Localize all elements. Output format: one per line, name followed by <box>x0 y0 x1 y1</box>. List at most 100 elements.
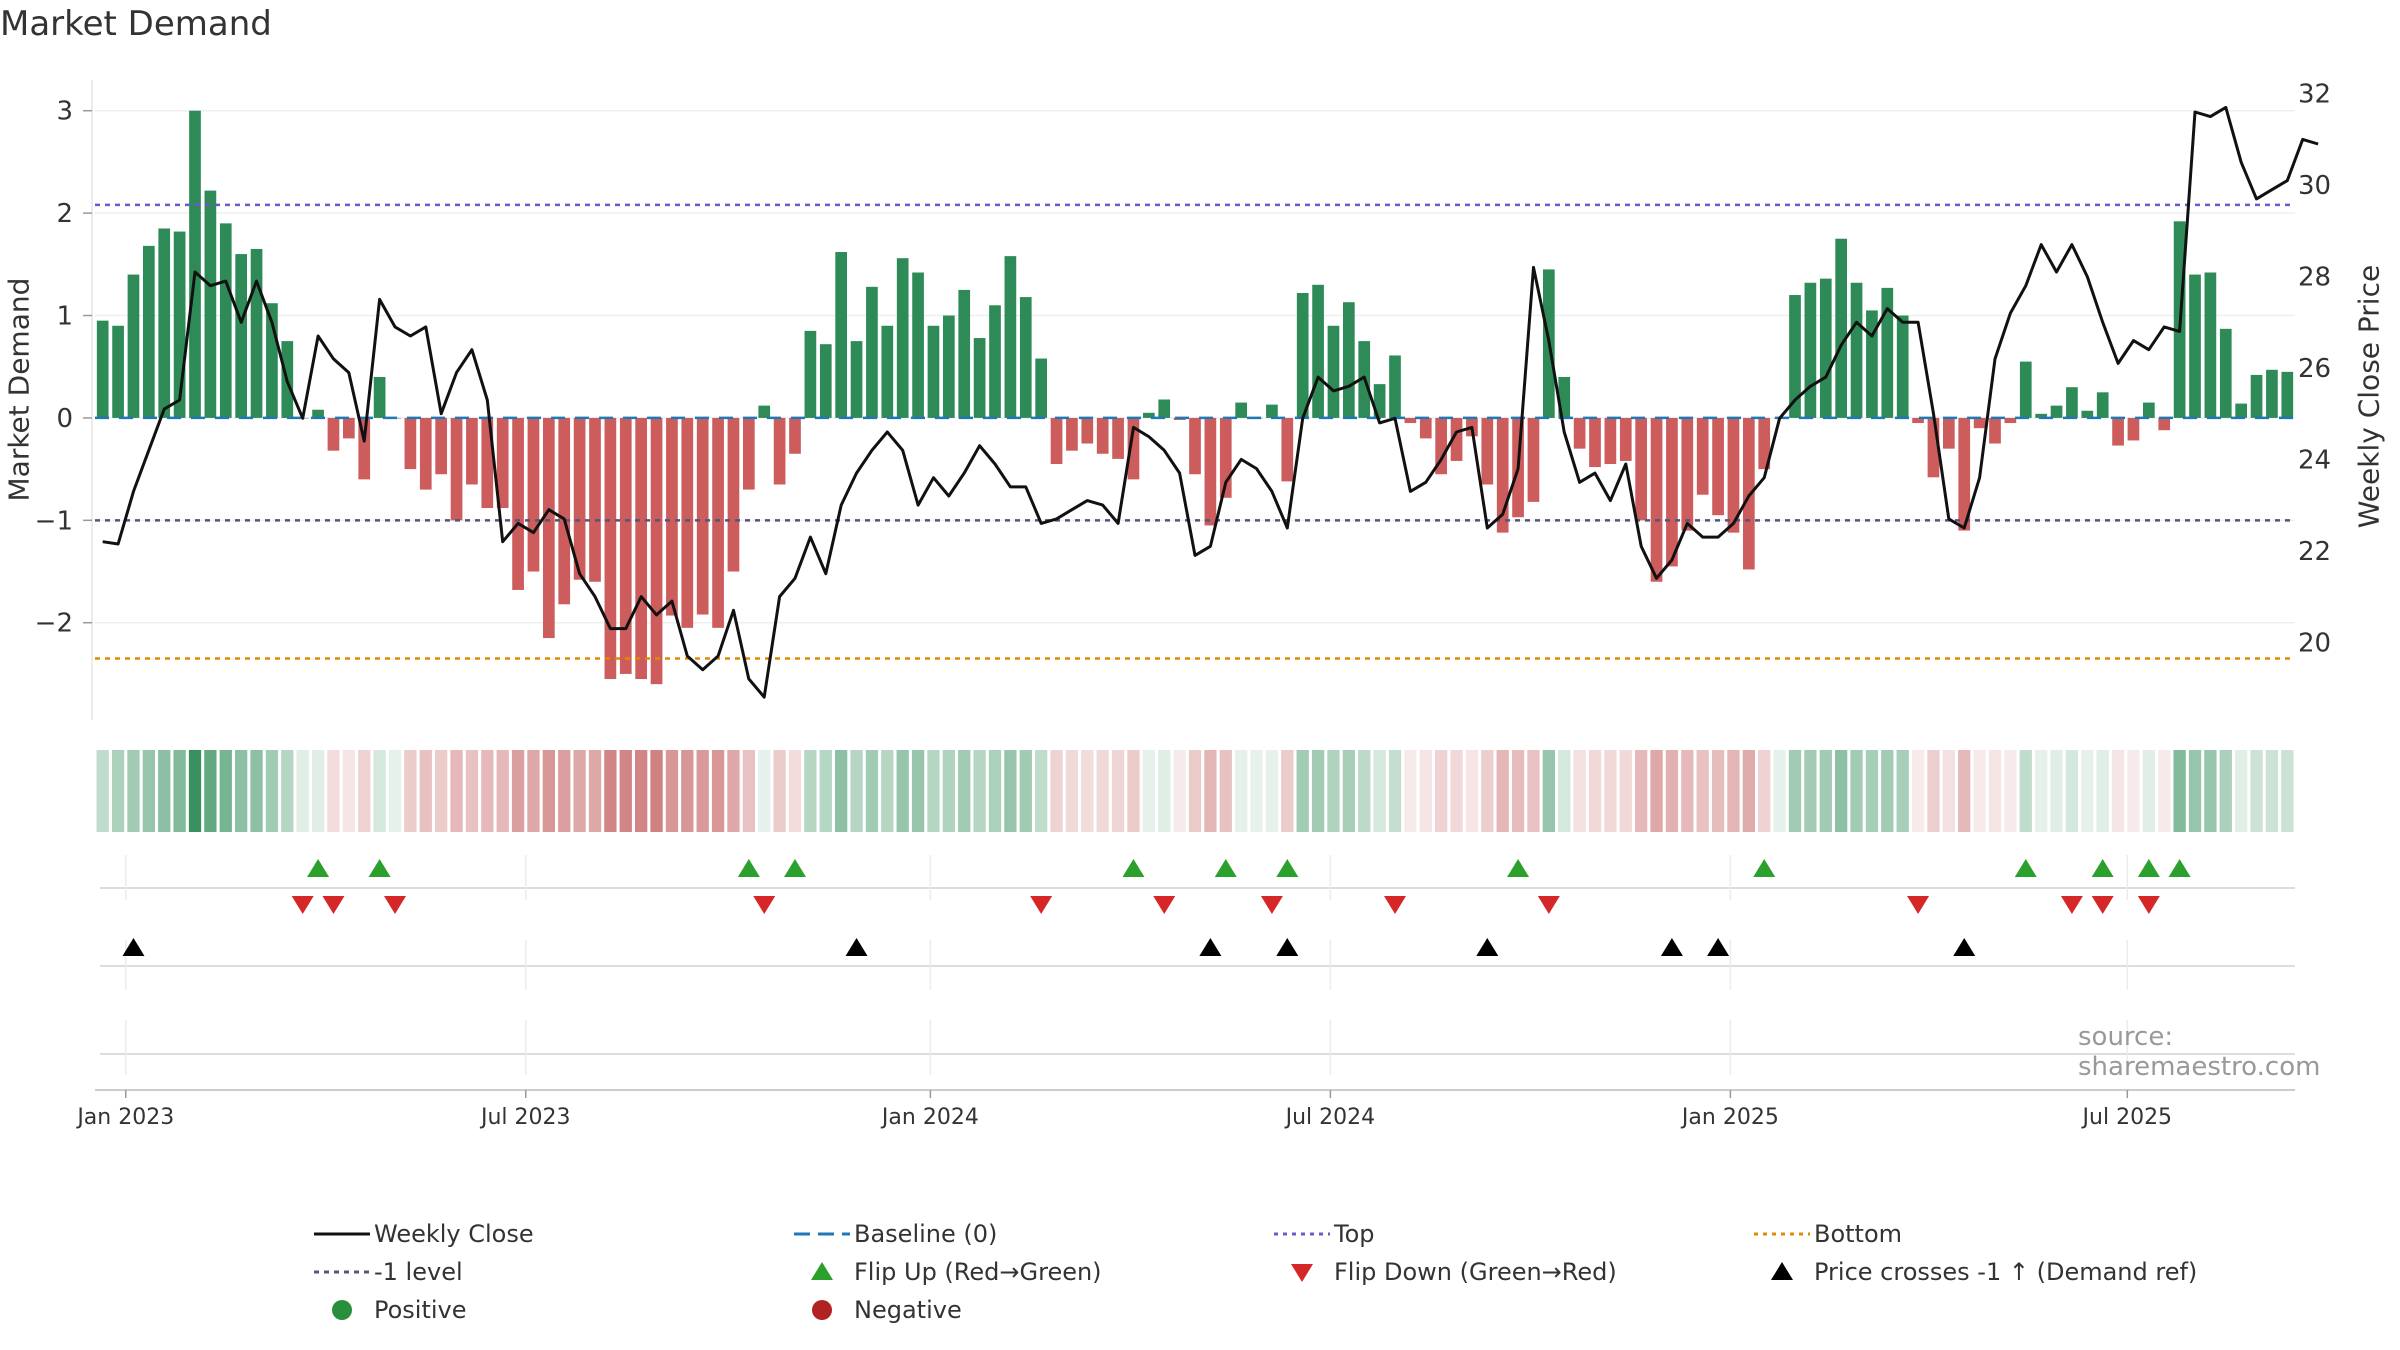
heatmap-cell <box>2250 750 2263 832</box>
heatmap-cell <box>850 750 863 832</box>
demand-bar <box>619 417 632 674</box>
heatmap-cell <box>988 750 1002 832</box>
left-axis-label: Market Demand <box>2 277 36 502</box>
flip-up-marker <box>1276 859 1299 877</box>
weekly-close-swatch-icon <box>314 1232 370 1236</box>
y-tick-label-left: 2 <box>56 199 73 229</box>
heatmap-cell <box>1650 750 1663 832</box>
heatmap-cell <box>881 750 894 832</box>
heatmap-cell <box>650 750 663 832</box>
demand-bar <box>1758 417 1771 470</box>
y-tick-label-right: 30 <box>2298 171 2331 201</box>
chart-title: Market Demand <box>0 4 272 44</box>
heatmap-cell <box>1927 750 1940 832</box>
heatmap-cell <box>1358 750 1371 832</box>
demand-bar <box>1235 402 1247 418</box>
heatmap-cell <box>127 750 140 832</box>
demand-bar <box>835 252 847 418</box>
legend-bottom: Bottom <box>1740 1220 2220 1248</box>
demand-bar <box>973 338 986 418</box>
heatmap-cell <box>327 750 340 832</box>
legend-weekly-close: Weekly Close <box>300 1220 780 1248</box>
heatmap-cell <box>1942 750 1955 832</box>
price-cross-marker <box>845 938 868 956</box>
heatmap-cell <box>1881 750 1894 832</box>
demand-bar <box>573 417 586 580</box>
demand-bar <box>1896 315 1909 418</box>
demand-bar <box>1112 417 1124 459</box>
legend-label: Flip Down (Green→Red) <box>1334 1258 1617 1286</box>
y-tick-label-right: 26 <box>2298 354 2331 384</box>
demand-bar <box>1635 417 1647 521</box>
heatmap-cell <box>1373 750 1386 832</box>
heatmap-cell <box>1619 750 1632 832</box>
demand-bar <box>1081 417 1094 444</box>
triangle-down-red-icon <box>1291 1264 1313 1282</box>
demand-bar <box>2019 361 2032 418</box>
demand-bar <box>204 190 217 418</box>
legend: Weekly Close Baseline (0) Top Bottom -1 … <box>300 1215 2280 1329</box>
heatmap-cell <box>373 750 386 832</box>
heatmap-cell <box>1496 750 1509 832</box>
heatmap-cell <box>896 750 909 832</box>
heatmap-cell <box>588 750 602 832</box>
heatmap-cell <box>158 750 171 832</box>
demand-bar <box>327 417 340 451</box>
heatmap-cell <box>1527 750 1540 832</box>
heatmap-cell <box>1635 750 1648 832</box>
legend-minus-one: -1 level <box>300 1258 780 1286</box>
heatmap-cell <box>2065 750 2079 832</box>
demand-bar <box>250 248 263 418</box>
heatmap-cell <box>558 750 571 832</box>
demand-bar <box>989 305 1001 418</box>
heatmap-cell <box>1604 750 1617 832</box>
heatmap-cell <box>819 750 832 832</box>
x-tick-label: Jan 2025 <box>1680 1105 1779 1130</box>
demand-bar <box>758 405 771 418</box>
price-cross-marker <box>1953 938 1976 956</box>
y-tick-label-right: 24 <box>2298 445 2331 475</box>
heatmap-cell <box>1988 750 2002 832</box>
heatmap-cell <box>911 750 925 832</box>
heatmap-cell <box>742 750 755 832</box>
heatmap-cell <box>296 750 309 832</box>
demand-bar <box>1312 284 1324 418</box>
demand-bar <box>343 417 355 439</box>
flip-up-marker <box>1122 859 1145 877</box>
heatmap-cell <box>1235 750 1248 832</box>
demand-bar <box>589 417 601 582</box>
heatmap-cell <box>1019 750 1032 832</box>
demand-bar <box>1804 282 1817 418</box>
demand-bar <box>1143 412 1155 418</box>
flip-up-marker <box>1753 859 1776 877</box>
demand-bar <box>112 325 124 418</box>
heatmap-cell <box>358 750 371 832</box>
x-tick-label: Jul 2025 <box>2081 1105 2173 1130</box>
heatmap-cell <box>1388 750 1402 832</box>
watermark: source: sharemaestro.com <box>2078 1022 2321 1082</box>
y-tick-label-left: −1 <box>35 506 73 536</box>
demand-bar <box>312 409 324 418</box>
demand-bar <box>604 417 617 680</box>
heatmap-cell <box>1773 750 1786 832</box>
demand-bar <box>2004 417 2017 424</box>
heatmap-cell <box>1727 750 1740 832</box>
heatmap-cell <box>404 750 417 832</box>
heatmap-cell <box>204 750 217 832</box>
demand-bar <box>2066 387 2078 418</box>
heatmap-cell <box>727 750 740 832</box>
heatmap-cell <box>2111 750 2125 832</box>
heatmap-cell <box>2004 750 2017 832</box>
heatmap-cell <box>1050 750 1063 832</box>
triangle-up-black-icon <box>1771 1262 1793 1280</box>
legend-baseline: Baseline (0) <box>780 1220 1260 1248</box>
demand-bar <box>1373 384 1386 418</box>
demand-bar <box>219 223 232 418</box>
heatmap-cell <box>1419 750 1432 832</box>
flip-down-marker <box>1030 896 1053 914</box>
price-cross-marker <box>1199 938 1222 956</box>
demand-bar <box>512 417 524 590</box>
heatmap-cell <box>496 750 509 832</box>
demand-bar <box>481 417 494 509</box>
demand-bar <box>1681 417 1694 531</box>
